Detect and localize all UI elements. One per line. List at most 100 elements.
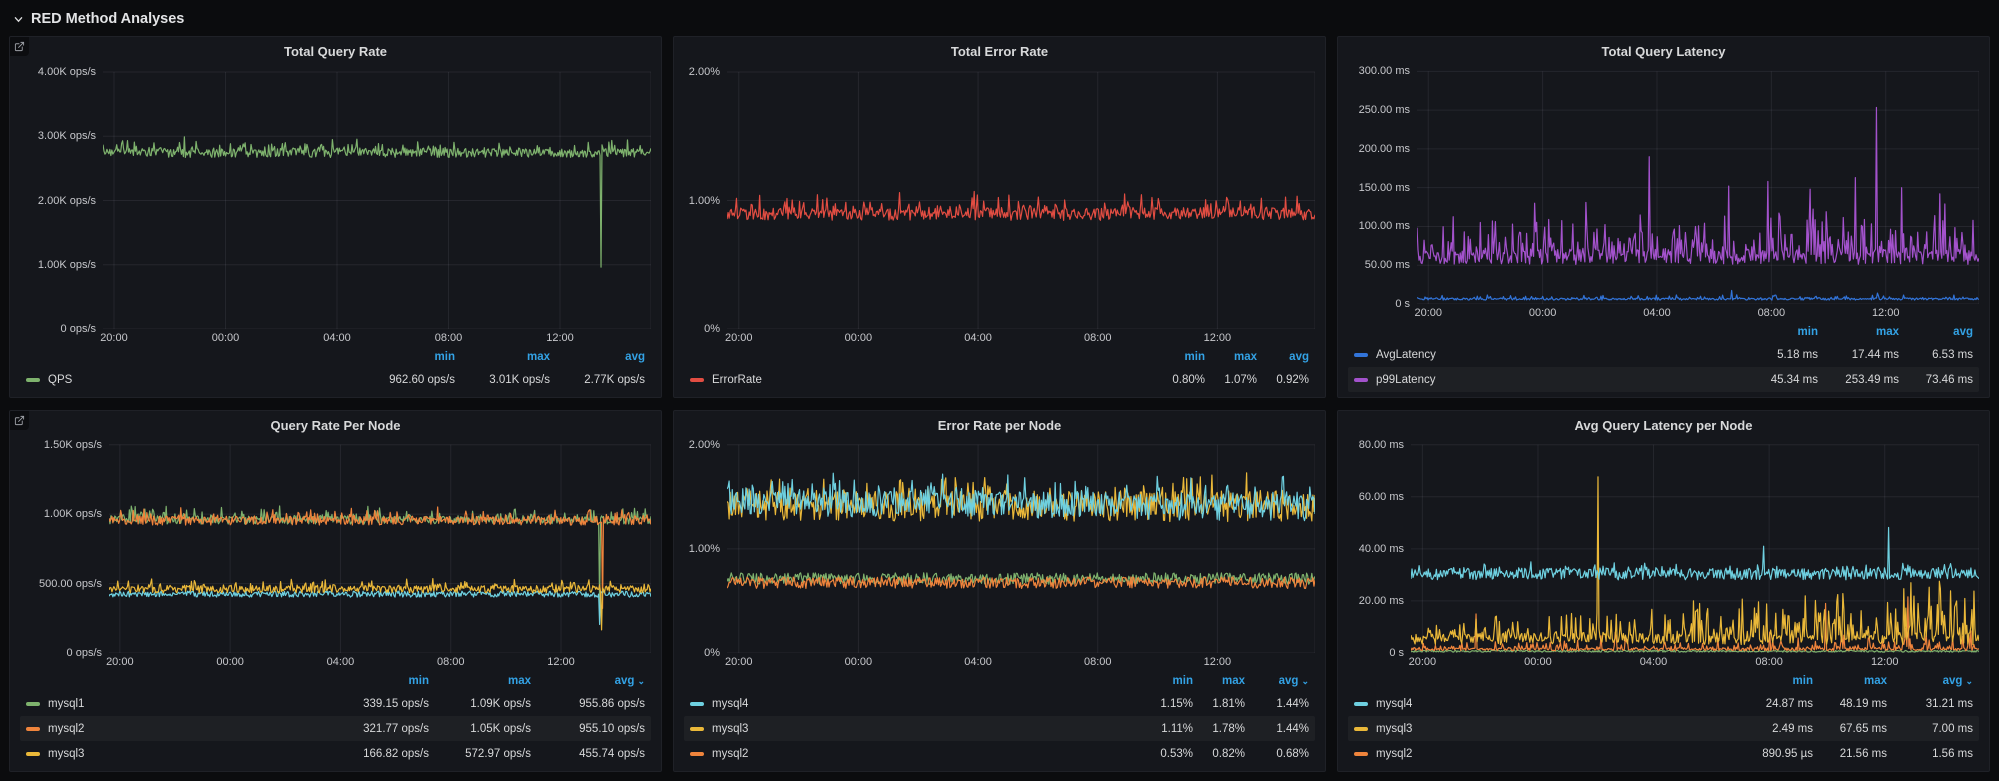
series-label[interactable]: mysql2 bbox=[48, 722, 85, 735]
legend-header-avg[interactable]: avg ⌄ bbox=[1887, 675, 1973, 687]
series-label[interactable]: mysql4 bbox=[712, 697, 749, 710]
series-label[interactable]: mysql1 bbox=[48, 697, 85, 710]
legend-value-avg: 455.74 ops/s bbox=[579, 747, 645, 760]
legend-header-max[interactable]: max bbox=[1193, 675, 1245, 687]
series-label[interactable]: QPS bbox=[48, 373, 73, 386]
panel-query-rate-per-node: Query Rate Per Node 1.50K ops/s 1.00K ops/… bbox=[9, 410, 662, 772]
x-axis-label: 20:00 bbox=[1408, 656, 1437, 668]
row-title[interactable]: RED Method Analyses bbox=[31, 11, 185, 27]
legend-value-avg: 0.92% bbox=[1276, 373, 1309, 386]
legend-series-cell: p99Latency bbox=[1354, 374, 1744, 386]
legend-header-max[interactable]: max bbox=[429, 675, 531, 687]
series-color-swatch bbox=[26, 751, 40, 756]
series-label[interactable]: mysql3 bbox=[1376, 722, 1413, 735]
series-label[interactable]: ErrorRate bbox=[712, 373, 762, 386]
legend-series-cell: mysql2 bbox=[1354, 748, 1732, 760]
x-axis-label: 00:00 bbox=[211, 332, 240, 344]
external-link-icon[interactable] bbox=[10, 37, 29, 56]
legend-header-max[interactable]: max bbox=[1205, 351, 1257, 363]
time-series-plot[interactable]: 20:00 00:00 04:00 08:00 12:00 bbox=[106, 439, 651, 668]
series-label[interactable]: mysql2 bbox=[712, 747, 749, 760]
legend-header-min-label: min bbox=[1172, 675, 1193, 687]
legend-header: min max avg bbox=[684, 347, 1315, 367]
y-axis-label: 40.00 ms bbox=[1358, 542, 1404, 555]
legend-header-min[interactable]: min bbox=[353, 351, 455, 363]
legend-header-avg[interactable]: avg ⌄ bbox=[1245, 675, 1309, 687]
series-color-swatch bbox=[1354, 377, 1368, 382]
legend-header-min[interactable]: min bbox=[327, 675, 429, 687]
legend-header-min[interactable]: min bbox=[1153, 351, 1205, 363]
y-axis-label: 1.50K ops/s bbox=[43, 438, 102, 451]
legend-row: mysql2 0.53% 0.82% 0.68% bbox=[684, 741, 1315, 766]
legend-header-max-label: max bbox=[507, 675, 531, 687]
legend-value-max: 1.07% bbox=[1224, 373, 1257, 386]
legend-header-avg[interactable]: avg bbox=[1257, 351, 1309, 363]
series-label[interactable]: p99Latency bbox=[1376, 373, 1436, 386]
x-axis-label: 20:00 bbox=[724, 332, 753, 344]
series-color-swatch bbox=[1354, 751, 1368, 756]
legend-header-min[interactable]: min bbox=[1141, 675, 1193, 687]
legend-value-avg: 1.56 ms bbox=[1932, 747, 1973, 760]
series-label[interactable]: mysql3 bbox=[48, 747, 85, 760]
legend: min max avg ⌄ mysql4 1.15% 1.81% 1.44% mysql3 1.1… bbox=[684, 671, 1315, 766]
series-label[interactable]: AvgLatency bbox=[1376, 348, 1436, 361]
legend-header-avg-label: avg bbox=[1278, 675, 1299, 687]
legend-header-max[interactable]: max bbox=[1813, 675, 1887, 687]
legend-header-avg[interactable]: avg bbox=[1899, 326, 1973, 338]
series-color-swatch bbox=[1354, 726, 1368, 731]
y-axis: 4.00K ops/s 3.00K ops/s 2.00K ops/s 1.00K o… bbox=[20, 65, 103, 335]
legend: min max avg QPS 962.60 ops/s 3.01K ops/s 2.77K… bbox=[20, 347, 651, 392]
chart-canvas bbox=[109, 439, 651, 653]
row-collapse-chevron-icon[interactable] bbox=[13, 14, 24, 25]
legend-header-max[interactable]: max bbox=[455, 351, 550, 363]
y-axis-label: 0% bbox=[704, 647, 720, 659]
y-axis-label: 20.00 ms bbox=[1358, 594, 1404, 607]
time-series-plot[interactable]: 20:00 00:00 04:00 08:00 12:00 bbox=[1409, 439, 1979, 668]
legend-row: mysql3 2.49 ms 67.65 ms 7.00 ms bbox=[1348, 716, 1979, 741]
plot-area: 1.50K ops/s 1.00K ops/s 500.00 ops/s 0 ops/… bbox=[20, 439, 651, 670]
legend-value-max: 253.49 ms bbox=[1845, 373, 1899, 386]
series-line-p99Latency bbox=[1417, 107, 1979, 264]
legend-header-max[interactable]: max bbox=[1818, 326, 1899, 338]
legend-series-cell: QPS bbox=[26, 374, 353, 386]
legend-value-avg: 1.44% bbox=[1276, 697, 1309, 710]
legend-header-max-label: max bbox=[1221, 675, 1245, 687]
x-axis-label: 12:00 bbox=[1871, 307, 1900, 319]
series-label[interactable]: mysql3 bbox=[712, 722, 749, 735]
time-series-plot[interactable]: 20:00 00:00 04:00 08:00 12:00 bbox=[1414, 65, 1979, 319]
panel-title[interactable]: Query Rate Per Node bbox=[270, 418, 401, 433]
series-label[interactable]: mysql4 bbox=[1376, 697, 1413, 710]
legend-header-avg[interactable]: avg bbox=[550, 351, 645, 363]
y-axis-label: 3.00K ops/s bbox=[37, 130, 96, 143]
external-link-icon[interactable] bbox=[10, 411, 29, 430]
legend-value-max: 0.82% bbox=[1212, 747, 1245, 760]
legend-value-max: 572.97 ops/s bbox=[465, 747, 531, 760]
legend: min max avg ⌄ mysql1 339.15 ops/s 1.09K ops/s 9… bbox=[20, 671, 651, 766]
legend-value-max: 17.44 ms bbox=[1851, 348, 1899, 361]
legend-value-max: 48.19 ms bbox=[1839, 697, 1887, 710]
legend: min max avg AvgLatency 5.18 ms 17.44 ms 6.53 m… bbox=[1348, 322, 1979, 392]
legend-value-min: 1.15% bbox=[1160, 697, 1193, 710]
time-series-plot[interactable]: 20:00 00:00 04:00 08:00 12:00 bbox=[725, 439, 1315, 668]
panel-title[interactable]: Avg Query Latency per Node bbox=[1574, 418, 1753, 433]
sort-desc-icon: ⌄ bbox=[637, 676, 645, 686]
time-series-plot[interactable]: 20:00 00:00 04:00 08:00 12:00 bbox=[100, 65, 651, 344]
row-header: RED Method Analyses bbox=[9, 6, 1990, 36]
legend-value-min: 24.87 ms bbox=[1765, 697, 1813, 710]
legend-header-min[interactable]: min bbox=[1744, 326, 1818, 338]
plot-area: 300.00 ms 250.00 ms 200.00 ms 150.00 ms 100.… bbox=[1348, 65, 1979, 321]
legend-header-min[interactable]: min bbox=[1732, 675, 1813, 687]
panel-title[interactable]: Total Query Rate bbox=[283, 44, 388, 59]
series-label[interactable]: mysql2 bbox=[1376, 747, 1413, 760]
series-color-swatch bbox=[26, 377, 40, 382]
legend-value-min: 890.95 µs bbox=[1762, 747, 1813, 760]
legend-row: p99Latency 45.34 ms 253.49 ms 73.46 ms bbox=[1348, 367, 1979, 392]
panel-title[interactable]: Total Error Rate bbox=[950, 44, 1049, 59]
y-axis-label: 500.00 ops/s bbox=[39, 577, 102, 590]
time-series-plot[interactable]: 20:00 00:00 04:00 08:00 12:00 bbox=[725, 65, 1315, 344]
legend-header: min max avg ⌄ bbox=[20, 671, 651, 691]
y-axis: 80.00 ms 60.00 ms 40.00 ms 20.00 ms 0 s bbox=[1348, 439, 1411, 659]
panel-title[interactable]: Error Rate per Node bbox=[937, 418, 1062, 433]
legend-header-avg[interactable]: avg ⌄ bbox=[531, 675, 645, 687]
panel-title[interactable]: Total Query Latency bbox=[1601, 44, 1726, 59]
